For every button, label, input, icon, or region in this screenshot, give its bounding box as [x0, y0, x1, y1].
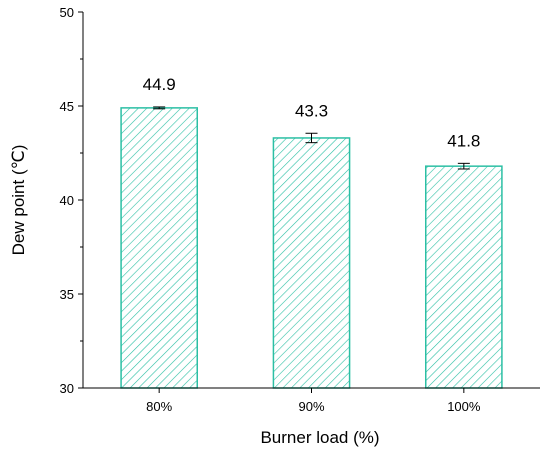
x-tick-label: 90% — [298, 399, 324, 414]
bar — [272, 137, 351, 389]
x-axis-ticks: 80% 90% 100% — [146, 388, 481, 414]
y-tick-label: 50 — [60, 5, 74, 20]
y-axis-title: Dew point (℃) — [9, 145, 28, 256]
x-tick-label: 80% — [146, 399, 172, 414]
data-label: 41.8 — [447, 131, 480, 150]
y-tick-label: 45 — [60, 99, 74, 114]
x-tick-label: 100% — [447, 399, 481, 414]
data-label: 43.3 — [295, 101, 328, 120]
bar — [120, 107, 198, 389]
y-tick-label: 35 — [60, 287, 74, 302]
x-axis-title: Burner load (%) — [260, 428, 379, 447]
bar — [425, 165, 503, 389]
y-tick-label: 40 — [60, 193, 74, 208]
y-tick-label: 30 — [60, 381, 74, 396]
bar-group: 44.9 43.3 41.8 — [120, 75, 503, 389]
data-label: 44.9 — [143, 75, 176, 94]
y-axis-ticks: 30 35 40 45 50 — [60, 5, 83, 396]
